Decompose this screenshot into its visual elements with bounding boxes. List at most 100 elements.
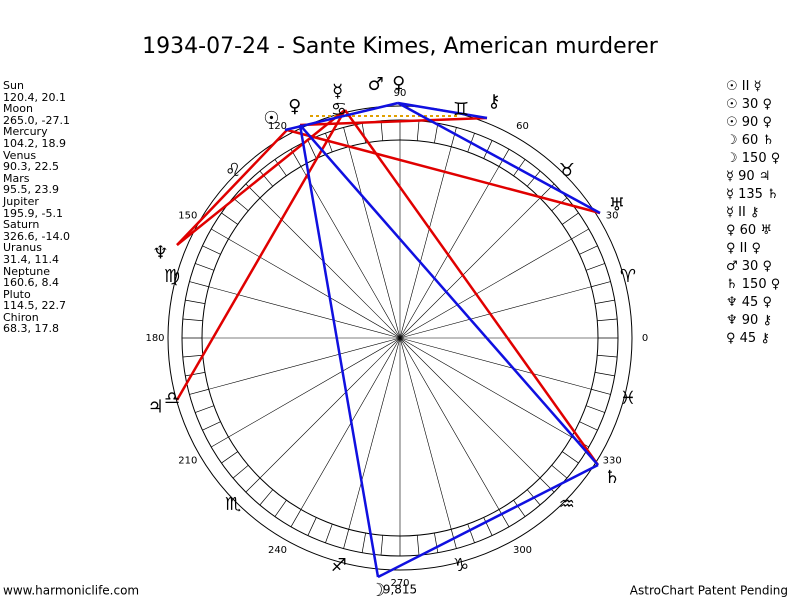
degree-label: 120 <box>268 121 287 132</box>
spoke <box>399 337 541 479</box>
band-tick <box>450 127 457 147</box>
degree-label: 270 <box>390 578 409 589</box>
spoke <box>208 286 401 339</box>
spoke <box>399 238 572 339</box>
band-tick <box>325 133 333 153</box>
planet-glyph: ♅ <box>609 195 625 216</box>
footer-left: www.harmoniclife.com <box>3 584 139 598</box>
planet-list: Sun 120.4, 20.1 Moon 265.0, -27.1 Mercury 104… <box>3 80 70 335</box>
band-tick <box>579 421 598 431</box>
band-tick <box>182 354 203 358</box>
band-tick <box>561 212 579 225</box>
aspect-line <box>343 109 600 466</box>
spoke <box>348 337 401 530</box>
aspect-line <box>298 124 380 578</box>
spoke <box>348 146 401 339</box>
spoke <box>399 337 572 438</box>
planet-name: Chiron <box>3 310 39 324</box>
planet-glyph: ♀ <box>288 96 301 117</box>
aspect-entry: ♆ 90 ⚷ <box>726 313 772 328</box>
band-tick <box>195 405 215 413</box>
band-tick <box>551 197 568 211</box>
band-tick <box>498 149 510 167</box>
band-tick <box>380 120 384 141</box>
sign-glyph: ♐ <box>331 555 347 576</box>
degree-label: 0 <box>642 333 648 344</box>
band-tick <box>585 263 605 271</box>
band-tick <box>513 499 526 517</box>
aspect-lines <box>175 101 601 579</box>
aspect-entry: ♀ II ♀ <box>726 241 761 256</box>
aspect-line <box>176 109 346 246</box>
band-tick <box>591 281 611 288</box>
sign-glyph: ♑ <box>453 555 469 576</box>
spoke <box>399 286 592 339</box>
spoke <box>399 337 500 510</box>
band-tick <box>594 372 615 377</box>
band-tick <box>416 535 420 556</box>
aspect-entry: ☿ II ⚷ <box>726 205 760 220</box>
band-tick <box>232 197 249 211</box>
planet-glyph: ☿ <box>332 81 343 102</box>
aspect-line <box>377 463 599 579</box>
band-tick <box>221 451 239 464</box>
aspect-list: ☉ II ☿ ☉ 30 ♀ ☉ 90 ♀ ☽ 60 ♄ ☽ 150 ♀ ☿ 90 ♃ ☿ 1… <box>726 78 780 348</box>
degree-label: 240 <box>268 545 287 556</box>
aspect-entry: ☿ 135 ♄ <box>726 187 779 202</box>
wheel <box>167 105 633 571</box>
aspect-line <box>175 109 347 401</box>
aspect-entry: ♂ 30 ♀ <box>726 259 772 274</box>
planet-glyph: ♂ <box>368 74 384 95</box>
planet-glyph: ☽ <box>370 580 386 600</box>
band-tick <box>343 127 350 147</box>
band-tick <box>498 509 510 527</box>
aspect-line <box>397 101 601 215</box>
planet-name: Moon <box>3 102 33 116</box>
band-tick <box>380 535 384 556</box>
planet-name: Mercury <box>3 125 48 139</box>
title: 1934-07-24 - Sante Kimes, American murde… <box>142 34 659 59</box>
sign-glyph: ♒ <box>559 494 575 515</box>
band-tick <box>211 436 229 448</box>
degree-label: 150 <box>178 211 197 222</box>
band-tick <box>307 517 317 536</box>
spoke <box>300 166 401 339</box>
planet-coords: 265.0, -27.1 <box>3 113 70 127</box>
spoke <box>228 337 401 438</box>
spoke <box>399 146 452 339</box>
planet-glyph: ⚷ <box>487 91 500 112</box>
planet-glyph: ♆ <box>152 243 168 264</box>
spoke <box>259 197 401 339</box>
sign-glyph: ♋ <box>331 99 347 120</box>
sign-glyph: ♓ <box>620 388 636 409</box>
spoke <box>399 197 541 339</box>
band-tick <box>202 245 221 255</box>
aspect-line <box>176 129 288 246</box>
aspect-entry: ♆ 45 ♀ <box>726 295 772 310</box>
degree-label: 180 <box>145 333 164 344</box>
band-tick <box>343 529 350 549</box>
aspect-entry: ☽ 150 ♀ <box>726 151 781 166</box>
planet-coords: 195.9, -5.1 <box>3 206 63 220</box>
band-tick <box>591 388 611 395</box>
band-tick <box>434 123 439 144</box>
sign-glyph: ♏ <box>225 494 241 515</box>
degree-label: 60 <box>516 121 529 132</box>
degree-label: 300 <box>513 545 532 556</box>
aspect-entry: ☉ II ☿ <box>726 79 762 94</box>
band-tick <box>189 281 209 288</box>
note: 9,815 <box>383 583 417 597</box>
degree-label: 90 <box>394 88 407 99</box>
planet-name: Sun <box>3 79 24 92</box>
planet-name: Mars <box>3 171 30 185</box>
planet-coords: 95.5, 23.9 <box>3 183 59 197</box>
band-tick <box>189 388 209 395</box>
band-tick <box>527 170 541 187</box>
planet-coords: 68.3, 17.8 <box>3 322 59 336</box>
band-tick <box>513 159 526 177</box>
planet-name: Uranus <box>3 241 42 255</box>
band-tick <box>467 523 475 543</box>
band-tick <box>579 245 598 255</box>
band-tick <box>195 263 215 271</box>
